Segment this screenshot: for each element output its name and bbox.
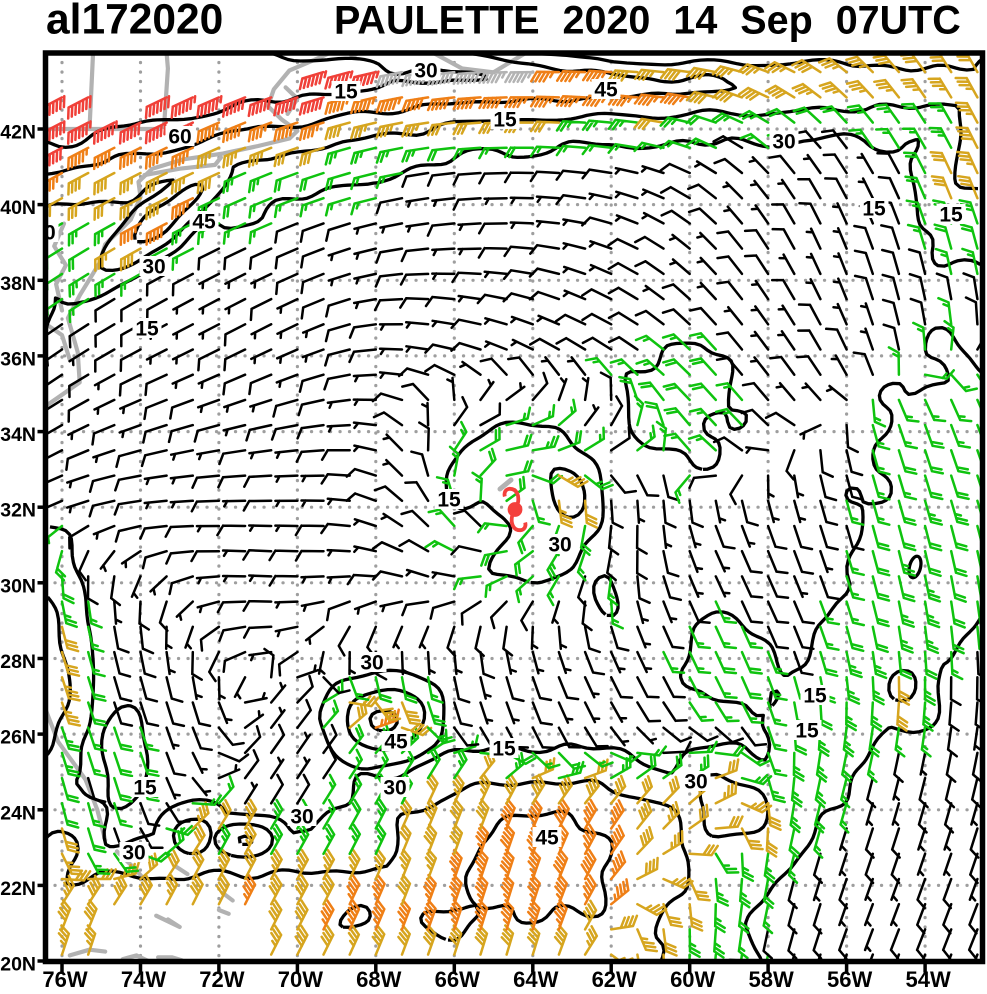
- svg-text:PAULETTE 2020 14 Sep 07UTC: PAULETTE 2020 14 Sep 07UTC: [334, 0, 961, 43]
- svg-text:74W: 74W: [121, 967, 166, 989]
- svg-text:15: 15: [939, 204, 963, 227]
- svg-text:62W: 62W: [592, 967, 637, 989]
- svg-text:30: 30: [684, 771, 707, 794]
- svg-text:15: 15: [133, 777, 157, 800]
- svg-text:42N: 42N: [0, 122, 36, 144]
- svg-text:15: 15: [437, 489, 461, 512]
- svg-text:72W: 72W: [199, 967, 244, 989]
- svg-text:30: 30: [772, 131, 795, 154]
- svg-text:68W: 68W: [356, 967, 401, 989]
- svg-text:32N: 32N: [0, 500, 36, 522]
- svg-text:30: 30: [32, 222, 55, 245]
- svg-text:45: 45: [594, 79, 618, 102]
- svg-text:60W: 60W: [670, 967, 715, 989]
- svg-text:64W: 64W: [513, 967, 558, 989]
- svg-text:15: 15: [135, 318, 159, 341]
- svg-text:30: 30: [548, 534, 571, 557]
- svg-text:76W: 76W: [42, 967, 87, 989]
- svg-text:24N: 24N: [0, 802, 36, 824]
- svg-text:15: 15: [803, 685, 827, 708]
- svg-text:30: 30: [122, 842, 145, 865]
- svg-text:70W: 70W: [278, 967, 323, 989]
- svg-text:36N: 36N: [0, 348, 36, 370]
- svg-text:56W: 56W: [827, 967, 872, 989]
- svg-text:34N: 34N: [0, 424, 36, 446]
- svg-text:al172020: al172020: [46, 0, 223, 44]
- svg-text:30: 30: [414, 60, 437, 83]
- svg-text:20N: 20N: [0, 954, 36, 976]
- svg-text:15: 15: [492, 738, 516, 761]
- svg-text:30: 30: [383, 777, 406, 800]
- svg-text:28N: 28N: [0, 651, 36, 673]
- svg-text:30: 30: [290, 806, 313, 829]
- svg-text:66W: 66W: [435, 967, 480, 989]
- svg-text:45: 45: [384, 731, 408, 754]
- svg-text:45: 45: [535, 827, 559, 850]
- svg-text:15: 15: [862, 198, 886, 221]
- svg-text:38N: 38N: [0, 273, 36, 295]
- svg-text:22N: 22N: [0, 878, 36, 900]
- svg-text:15: 15: [795, 720, 819, 743]
- svg-text:45: 45: [192, 211, 216, 234]
- svg-text:30: 30: [360, 652, 383, 675]
- svg-text:58W: 58W: [748, 967, 793, 989]
- svg-text:30N: 30N: [0, 575, 36, 597]
- svg-text:60: 60: [168, 126, 191, 149]
- svg-text:15: 15: [493, 109, 517, 132]
- svg-text:54W: 54W: [905, 967, 950, 989]
- svg-text:26N: 26N: [0, 727, 36, 749]
- svg-text:30: 30: [142, 256, 165, 279]
- svg-text:40N: 40N: [0, 197, 36, 219]
- svg-text:15: 15: [334, 81, 358, 104]
